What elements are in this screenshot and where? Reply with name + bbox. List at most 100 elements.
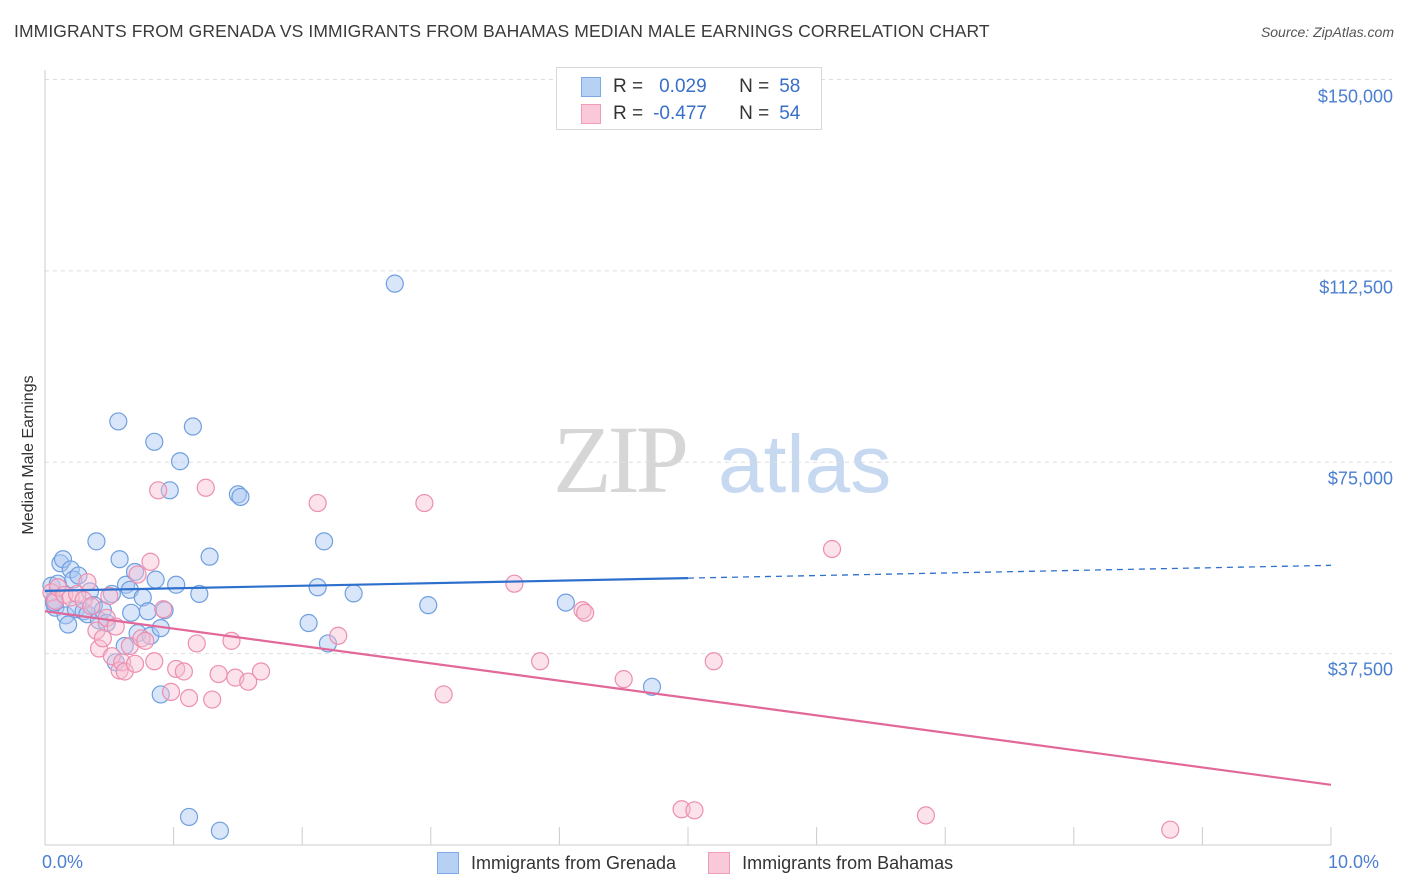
grenada-point — [138, 602, 157, 621]
grenada-point — [308, 578, 327, 597]
legend-n-label: N = — [739, 103, 770, 124]
correlation-legend: R = 0.029 N = 58 R = -0.477 N = 54 — [556, 67, 822, 130]
grenada-point — [314, 532, 334, 551]
grenada-point — [87, 532, 106, 551]
y-tick-label-75000: $75,000 — [1327, 468, 1393, 489]
y-tick-label-37500: $37,500 — [1327, 659, 1393, 680]
bahamas-point — [822, 539, 842, 559]
bahamas-point — [239, 672, 258, 691]
grenada-point — [53, 550, 73, 569]
legend-n-value: 54 — [779, 103, 801, 124]
grenada-point — [69, 566, 88, 585]
bahamas-point — [505, 574, 524, 593]
bahamas-point — [154, 600, 173, 619]
y-tick-label-112500: $112,500 — [1319, 277, 1393, 298]
grenada-trend-extension — [687, 564, 1332, 579]
grenada-point — [299, 613, 318, 633]
grenada-point — [344, 584, 363, 603]
grenada-point — [228, 485, 247, 504]
y-tick-label-150000: $150,000 — [1317, 86, 1393, 107]
bahamas-point — [209, 664, 228, 684]
series-legend: Immigrants from Grenada Immigrants from … — [437, 852, 985, 874]
legend-n-label: N = — [739, 76, 770, 97]
chart-title: IMMIGRANTS FROM GRENADA VS IMMIGRANTS FR… — [14, 21, 990, 41]
x-tick-label-min: 0.0% — [42, 852, 84, 872]
series-swatch-bahamas — [708, 852, 731, 874]
series-legend-grenada: Immigrants from Grenada — [437, 852, 676, 874]
legend-row-bahamas: R = -0.477 N = 54 — [581, 102, 800, 126]
grenada-point — [200, 547, 219, 566]
bahamas-point — [82, 597, 101, 616]
grenada-point — [556, 593, 575, 612]
grenada-point — [145, 432, 164, 451]
bahamas-point — [149, 481, 168, 500]
bahamas-point — [100, 586, 119, 606]
bahamas-point — [128, 565, 147, 584]
bahamas-point — [125, 654, 145, 673]
bahamas-point — [78, 573, 97, 592]
bahamas-trend-line — [44, 610, 1332, 786]
legend-r-label: R = — [613, 76, 644, 97]
bahamas-point — [704, 652, 723, 671]
bahamas-point — [115, 662, 134, 681]
series-label-grenada: Immigrants from Grenada — [471, 852, 677, 873]
bahamas-point — [196, 478, 215, 497]
grenada-point — [190, 584, 209, 604]
legend-r-value: 0.029 — [659, 76, 707, 97]
grenada-point — [155, 601, 174, 620]
series-swatch-grenada — [437, 852, 459, 874]
bahamas-point — [174, 662, 193, 681]
grenada-point — [210, 821, 229, 840]
grenada-point — [146, 570, 165, 589]
bahamas-point — [916, 806, 936, 825]
bahamas-point — [434, 685, 453, 704]
bahamas-point — [329, 626, 348, 645]
grenada-point — [318, 634, 338, 653]
bahamas-point — [179, 688, 199, 708]
grenada-point — [385, 274, 404, 293]
grenada-point — [122, 603, 141, 622]
watermark-atlas: atlas — [718, 419, 891, 510]
bahamas-point — [93, 629, 112, 648]
grenada-point — [183, 417, 202, 436]
bahamas-point — [531, 652, 550, 671]
x-tick-label-max: 10.0% — [1328, 852, 1380, 872]
grenada-point — [642, 677, 662, 696]
grenada-point — [419, 596, 438, 615]
grenada-point — [110, 550, 129, 569]
grenada-point — [170, 452, 190, 471]
grenada-point — [109, 412, 128, 431]
bahamas-point — [187, 634, 206, 653]
legend-n-value: 58 — [779, 76, 801, 97]
watermark-zip: ZIP — [553, 406, 686, 513]
bahamas-point — [161, 682, 181, 702]
bahamas-point — [145, 652, 164, 671]
bahamas-point — [614, 670, 633, 689]
legend-swatch-bahamas — [581, 104, 601, 124]
grenada-trend-line — [44, 576, 689, 592]
bahamas-point — [308, 493, 327, 513]
source-label: Source: ZipAtlas.com — [1260, 24, 1394, 40]
bahamas-point — [102, 647, 121, 666]
legend-r-label: R = — [613, 103, 644, 124]
grenada-point — [179, 807, 199, 827]
grenada-point — [167, 575, 186, 594]
bahamas-point — [672, 800, 691, 819]
bahamas-point — [1161, 820, 1180, 839]
bahamas-point — [576, 603, 595, 622]
grenada-point — [231, 487, 250, 507]
bahamas-point — [136, 631, 155, 650]
grenada-point — [59, 615, 78, 634]
legend-r-value: -0.477 — [653, 103, 707, 124]
bahamas-point — [203, 690, 222, 709]
legend-swatch-grenada — [581, 77, 601, 97]
bahamas-point — [415, 493, 434, 513]
bahamas-point — [685, 801, 704, 820]
legend-row-grenada: R = 0.029 N = 58 — [581, 75, 800, 99]
bahamas-point — [141, 552, 160, 571]
bahamas-point — [573, 601, 592, 620]
series-legend-bahamas: Immigrants from Bahamas — [708, 852, 953, 874]
series-label-bahamas: Immigrants from Bahamas — [742, 852, 954, 873]
bahamas-point — [251, 662, 271, 681]
